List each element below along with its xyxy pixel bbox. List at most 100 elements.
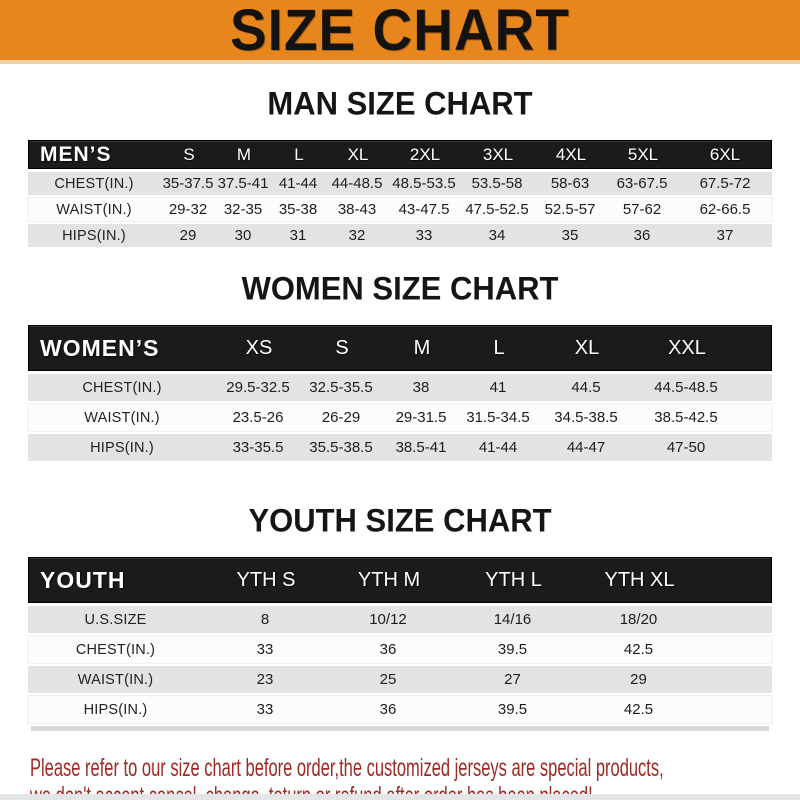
size-cell: 31.5-34.5 [466, 409, 530, 426]
women-size-table: WOMEN’S XS S M L XL XXL CHEST(IN.) 29.5-32.5 32… [28, 325, 772, 461]
column-header: S [335, 336, 349, 359]
table-row: U.S.SIZE 8 10/12 14/16 18/20 [28, 606, 772, 633]
size-cell: 52.5-57 [544, 201, 596, 218]
size-cell: 29-31.5 [395, 409, 447, 426]
size-cell: 67.5-72 [699, 175, 751, 192]
size-cell: 38 [412, 379, 430, 396]
size-cell: 35 [561, 227, 579, 244]
column-header: L [294, 144, 304, 164]
column-header: XS [245, 336, 273, 359]
column-header: XXL [668, 336, 706, 359]
women-table-body: CHEST(IN.) 29.5-32.5 32.5-35.5 38 41 44.5 44.5… [28, 374, 772, 461]
size-cell: 63-67.5 [616, 175, 668, 192]
size-cell: 31 [289, 227, 307, 244]
man-table-body: CHEST(IN.) 35-37.5 37.5-41 41-44 44-48.5 48.5… [28, 172, 772, 247]
row-label: CHEST(IN.) [54, 175, 134, 192]
table-bottom-strip [31, 726, 769, 731]
size-cell: 48.5-53.5 [392, 175, 456, 192]
size-cell: 57-62 [622, 201, 662, 218]
size-cell: 25 [379, 671, 397, 688]
youth-size-table: YOUTH YTH S YTH M YTH L YTH XL U.S.SIZE 8 10/… [28, 557, 772, 723]
size-cell: 34.5-38.5 [554, 409, 618, 426]
size-cell: 36 [379, 641, 397, 658]
size-cell: 44.5-48.5 [654, 379, 718, 396]
row-label: CHEST(IN.) [75, 641, 156, 658]
size-cell: 42.5 [623, 641, 654, 658]
row-label: WAIST(IN.) [56, 201, 132, 218]
section-title-youth: YOUTH SIZE CHART [248, 502, 552, 539]
size-cell: 58-63 [550, 175, 590, 192]
size-cell: 18/20 [619, 611, 658, 628]
size-cell: 35-37.5 [162, 175, 214, 192]
size-cell: 35-38 [278, 201, 318, 218]
man-table-header: MEN’S S M L XL 2XL 3XL 4XL 5XL 6XL [28, 140, 772, 169]
size-cell: 33-35.5 [232, 439, 284, 456]
table-header-label: WOMEN’S [40, 334, 160, 361]
table-row: WAIST(IN.) 23 25 27 29 [28, 666, 772, 693]
column-header: 2XL [409, 144, 441, 164]
row-label: WAIST(IN.) [77, 671, 154, 688]
table-row: WAIST(IN.) 23.5-26 26-29 29-31.5 31.5-34.5 34… [28, 404, 772, 431]
size-cell: 44-48.5 [331, 175, 383, 192]
bottom-edge-strip [0, 794, 800, 800]
size-cell: 29 [630, 671, 647, 688]
size-cell: 44-47 [566, 439, 606, 456]
size-cell: 36 [633, 227, 651, 244]
size-cell: 44.5 [571, 379, 601, 396]
row-label: HIPS(IN.) [62, 227, 126, 244]
row-label: U.S.SIZE [84, 611, 147, 628]
column-header: 4XL [555, 144, 587, 164]
size-cell: 41 [489, 379, 507, 396]
table-row: HIPS(IN.) 29 30 31 32 33 34 35 36 37 [28, 224, 772, 247]
table-row: CHEST(IN.) 29.5-32.5 32.5-35.5 38 41 44.5 44.5… [28, 374, 772, 401]
section-title-women: WOMEN SIZE CHART [241, 270, 559, 307]
size-cell: 38.5-42.5 [654, 409, 718, 426]
table-row: WAIST(IN.) 29-32 32-35 35-38 38-43 43-47.5 47.… [28, 198, 772, 221]
size-cell: 62-66.5 [699, 201, 751, 218]
size-cell: 42.5 [623, 701, 654, 718]
size-cell: 41-44 [278, 175, 318, 192]
column-header: 6XL [709, 144, 741, 164]
size-cell: 29.5-32.5 [226, 379, 290, 396]
row-label: HIPS(IN.) [90, 439, 154, 456]
size-cell: 53.5-58 [471, 175, 523, 192]
table-header-label: YOUTH [40, 566, 126, 593]
banner-title: SIZE CHART [230, 0, 570, 63]
size-cell: 36 [379, 701, 397, 718]
column-header: S [183, 144, 195, 164]
size-cell: 39.5 [497, 701, 528, 718]
size-cell: 38-43 [337, 201, 377, 218]
size-cell: 33 [256, 701, 274, 718]
size-chart-banner: SIZE CHART [0, 0, 800, 64]
size-cell: 29-32 [168, 201, 208, 218]
column-header: XL [347, 144, 369, 164]
size-cell: 38.5-41 [395, 439, 447, 456]
size-cell: 47.5-52.5 [465, 201, 529, 218]
size-cell: 47-50 [666, 439, 706, 456]
women-table-header: WOMEN’S XS S M L XL XXL [28, 325, 772, 371]
size-cell: 37 [716, 227, 734, 244]
column-header: 3XL [482, 144, 514, 164]
size-cell: 43-47.5 [398, 201, 450, 218]
table-header-label: MEN’S [40, 142, 112, 166]
table-row: HIPS(IN.) 33-35.5 35.5-38.5 38.5-41 41-44 44-… [28, 434, 772, 461]
column-header: 5XL [627, 144, 659, 164]
size-cell: 8 [260, 611, 270, 628]
column-header: XL [574, 336, 600, 359]
section-title-man: MAN SIZE CHART [267, 85, 533, 122]
column-header: M [236, 144, 252, 164]
size-cell: 37.5-41 [217, 175, 269, 192]
youth-size-chart-section: YOUTH SIZE CHART YOUTH YTH S YTH M YTH L YT… [0, 502, 800, 731]
size-cell: 10/12 [369, 611, 407, 628]
size-cell: 26-29 [321, 409, 361, 426]
size-cell: 41-44 [478, 439, 518, 456]
man-size-chart-section: MAN SIZE CHART MEN’S S M L XL 2XL 3XL 4XL 5XL 6X… [0, 85, 800, 247]
column-header: L [493, 336, 505, 359]
note-line-1: Please refer to our size chart before or… [30, 754, 664, 782]
size-cell: 34 [488, 227, 506, 244]
size-cell: 27 [504, 671, 521, 688]
column-header: YTH M [357, 568, 421, 591]
size-cell: 29 [179, 227, 197, 244]
column-header: M [413, 336, 431, 359]
row-label: HIPS(IN.) [83, 701, 148, 718]
